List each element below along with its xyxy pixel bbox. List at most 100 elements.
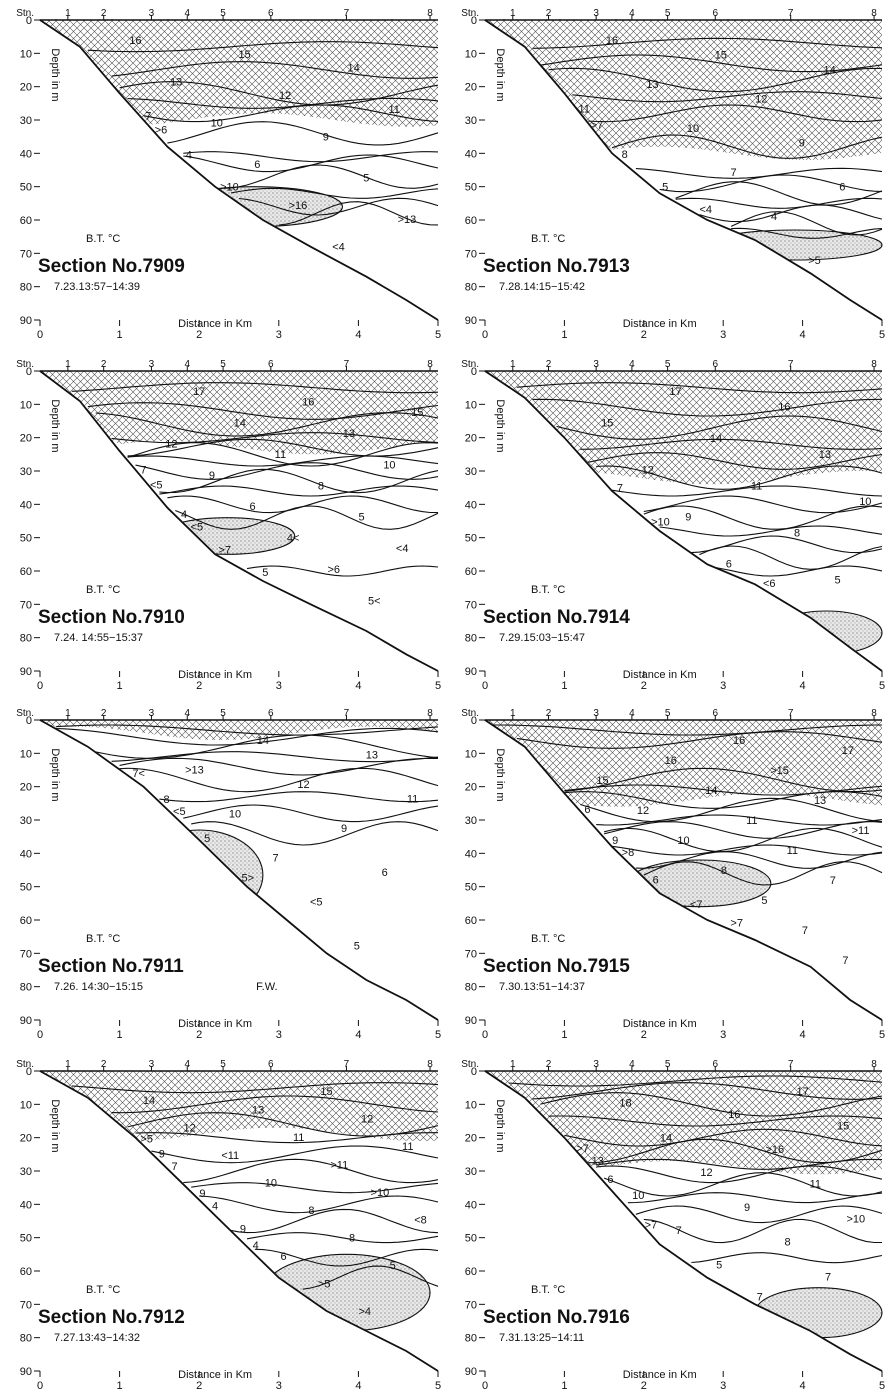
isotherm-line — [588, 104, 883, 123]
depth-tick-label: 70 — [465, 599, 477, 611]
isotherm-line — [254, 1248, 439, 1267]
isotherm-line — [183, 151, 439, 163]
isotherm-label: 7 — [802, 925, 808, 937]
isotherm-label: 8 — [721, 865, 727, 877]
isotherm-label: 14 — [347, 63, 359, 75]
isotherm-line — [564, 791, 883, 809]
station-label: 4 — [629, 359, 635, 370]
distance-tick-label: 4 — [355, 680, 361, 692]
distance-tick-label: 0 — [37, 1380, 43, 1392]
distance-tick-label: 0 — [482, 329, 488, 341]
station-label: 3 — [593, 359, 599, 370]
depth-tick-label: 20 — [20, 782, 32, 794]
isotherm-line — [175, 505, 439, 530]
seafloor-profile — [39, 719, 439, 1021]
isotherm-line — [643, 495, 883, 514]
depth-tick-label: 90 — [20, 1366, 32, 1378]
isotherm-label: 13 — [646, 79, 658, 91]
depth-axis-title: Depth in m — [49, 399, 61, 452]
below-bottom-mask — [485, 20, 882, 320]
isotherm-label: >11 — [852, 825, 870, 837]
station-label: 1 — [65, 8, 71, 19]
station-label: 7 — [788, 1059, 794, 1070]
isotherm-line — [580, 438, 883, 450]
isotherm-label: 5 — [359, 512, 365, 524]
station-label: 6 — [712, 708, 718, 719]
section-note: F.W. — [256, 981, 277, 993]
isotherm-label: <8 — [414, 1214, 427, 1226]
isotherm-label: 13 — [170, 76, 182, 88]
section-title: Section No.7909 — [38, 256, 185, 277]
distance-tick-label: 2 — [196, 1029, 202, 1041]
warm-layer-hatch — [485, 20, 882, 160]
isotherm-label: 14 — [705, 785, 717, 797]
isotherm-label: 13 — [252, 1104, 264, 1116]
section-panel: 161716>151514131211>111011987656<77>8>77… — [461, 708, 885, 1041]
distance-tick-label: 2 — [641, 1380, 647, 1392]
distance-tick-label: 2 — [641, 1029, 647, 1041]
depth-tick-label: 0 — [471, 715, 477, 727]
isotherm-label: 12 — [361, 1114, 373, 1126]
distance-axis-title: Distance in Km — [623, 1369, 697, 1381]
isotherm-label: 4 — [771, 211, 777, 223]
isotherm-label: >5 — [140, 1134, 153, 1146]
isotherm-line — [659, 174, 883, 193]
isotherm-label: <5 — [191, 521, 204, 533]
isotherm-label: 8 — [784, 1237, 790, 1249]
depth-tick-label: 80 — [465, 982, 477, 994]
station-label: 6 — [712, 359, 718, 370]
distance-tick-label: 0 — [482, 680, 488, 692]
isotherm-label: 13 — [343, 428, 355, 440]
bt-unit-label: B.T. °C — [86, 584, 120, 596]
depth-tick-label: 90 — [465, 666, 477, 678]
isotherm-label: 9 — [744, 1202, 750, 1214]
isotherm-line — [635, 167, 883, 179]
warm-layer-hatch — [485, 371, 882, 485]
isotherm-label: >4 — [358, 1306, 371, 1318]
isotherm-label: 4 — [181, 509, 187, 521]
isotherm-label: 17 — [669, 386, 681, 398]
isotherm-label: 14 — [234, 417, 246, 429]
station-label: 3 — [149, 359, 155, 370]
isotherm-label: >13 — [185, 764, 204, 776]
isotherm-label: 15 — [715, 50, 727, 62]
isotherm-line — [151, 1145, 439, 1164]
isotherm-label: 8 — [794, 527, 800, 539]
distance-axis-title: Distance in Km — [178, 1018, 252, 1030]
station-label: 8 — [871, 708, 877, 719]
isotherm-label: >13 — [398, 214, 417, 226]
station-label: 4 — [184, 359, 190, 370]
distance-tick-label: 4 — [355, 1029, 361, 1041]
station-label: 7 — [344, 8, 350, 19]
isotherm-line — [564, 1128, 883, 1147]
below-bottom-mask — [485, 371, 882, 671]
seafloor-profile — [39, 370, 439, 672]
isotherm-label: 11 — [579, 103, 590, 115]
isotherm-line — [516, 731, 883, 749]
isotherm-label: >7 — [730, 917, 743, 929]
isotherm-label: 6 — [653, 874, 659, 886]
isotherm-line — [302, 1265, 439, 1290]
station-label: 1 — [510, 708, 516, 719]
isotherm-label: 11 — [810, 1179, 821, 1191]
isotherm-label: 7< — [132, 768, 145, 780]
seafloor-profile — [484, 719, 883, 1021]
isotherm-line — [127, 97, 439, 109]
isotherm-label: 4 — [253, 1240, 259, 1252]
seafloor-profile — [39, 19, 439, 321]
station-label: 5 — [665, 8, 671, 19]
station-label: 5 — [220, 8, 226, 19]
isotherm-label: 10 — [229, 808, 241, 820]
isotherm-line — [135, 1132, 438, 1144]
isotherm-line — [611, 844, 883, 856]
depth-axis-title: Depth in m — [494, 48, 506, 101]
isotherm-line — [627, 1192, 883, 1204]
isotherm-label: 5 — [716, 1260, 722, 1272]
isotherm-label: 9 — [240, 1224, 246, 1236]
isotherm-line — [532, 1082, 883, 1100]
distance-tick-label: 5 — [435, 680, 441, 692]
distance-axis-title: Distance in Km — [623, 1018, 697, 1030]
isotherm-label: 14 — [660, 1132, 672, 1144]
depth-tick-label: 60 — [20, 915, 32, 927]
depth-tick-label: 0 — [26, 715, 32, 727]
